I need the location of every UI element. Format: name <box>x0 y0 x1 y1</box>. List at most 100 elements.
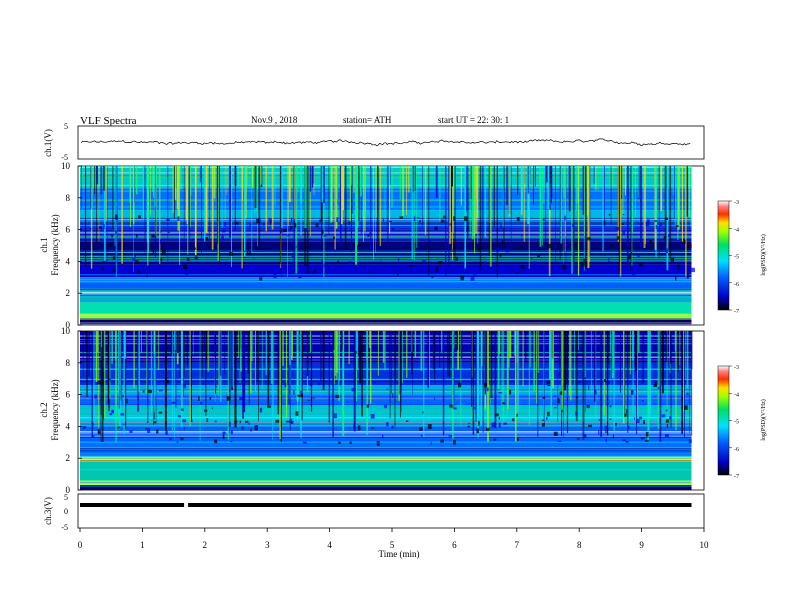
spectrogram-streak <box>187 166 189 255</box>
spectrogram-streak <box>453 166 455 208</box>
spectrogram-streak <box>211 166 214 250</box>
spectrogram-streak <box>100 166 103 195</box>
spectrogram-fleck <box>665 248 668 254</box>
ch1-waveform-frame <box>77 125 705 160</box>
spectrogram-streak <box>356 166 358 246</box>
spectrogram-streak <box>201 331 203 377</box>
spectrogram-fleck <box>204 409 208 412</box>
spectrogram-streak <box>563 166 566 199</box>
spectrogram-streak <box>332 331 334 438</box>
spectrogram-streak <box>672 166 674 196</box>
spectrogram-fleck <box>669 416 672 420</box>
spectrogram-streak <box>447 331 449 377</box>
spectrogram-line <box>80 291 692 294</box>
spectrogram-streak <box>507 331 509 410</box>
spectrogram-streak <box>353 166 355 193</box>
spectrogram-fleck <box>516 413 518 417</box>
spectrogram-fleck <box>654 220 658 222</box>
colorbar-tick-label: -5 <box>734 255 739 261</box>
spectrogram-streak <box>96 166 97 243</box>
spectrogram-fleck <box>494 413 499 417</box>
spectrogram-line <box>80 172 692 174</box>
spectrogram-fleck <box>96 223 98 225</box>
spectrogram-streak <box>147 166 149 220</box>
spectrogram-fleck <box>659 418 661 422</box>
spectrogram-streak <box>416 166 418 248</box>
spectrogram-streak <box>470 166 472 199</box>
spectrogram-streak <box>104 331 106 419</box>
spectrogram-streak <box>304 166 307 228</box>
spectrogram-streak <box>231 166 232 267</box>
spectrogram-fleck <box>214 439 218 443</box>
spectrogram-streak <box>245 166 247 219</box>
spectrogram-streak <box>632 331 635 414</box>
spectrogram-streak <box>175 331 177 409</box>
spectrogram-streak <box>590 331 593 394</box>
spectrogram-streak <box>453 166 454 233</box>
spectrogram-fleck <box>636 418 640 424</box>
spectrogram-streak <box>104 166 106 261</box>
spectrogram-streak <box>190 331 192 422</box>
spectrogram-fleck <box>516 272 519 274</box>
spectrogram-streak <box>584 166 587 269</box>
spectrogram-streak <box>595 331 597 418</box>
spectrogram-fleck <box>216 385 217 388</box>
spectrogram-fleck <box>249 251 251 254</box>
spectrogram-fleck <box>530 257 533 259</box>
spectrogram-fleck <box>598 419 603 421</box>
spectrogram-streak <box>630 166 632 272</box>
spectrogram-fleck <box>431 275 434 278</box>
spectrogram-fleck <box>382 434 384 439</box>
spectrogram-streak <box>272 331 274 440</box>
spectrogram-fleck <box>625 441 629 443</box>
spectrogram-streak <box>243 331 246 413</box>
spectrogram-fleck <box>458 382 462 388</box>
spectrogram-fleck <box>171 401 176 404</box>
spectrogram-streak <box>542 166 545 204</box>
spectrogram-streak <box>677 331 679 373</box>
spectrogram-fleck <box>245 420 249 423</box>
spectrogram-streak <box>171 331 173 433</box>
spectrogram-fleck <box>137 407 139 412</box>
spectrogram-streak <box>456 331 459 350</box>
spectrogram-streak <box>527 166 530 225</box>
spectrogram-line <box>80 435 692 437</box>
spectrogram-fleck <box>547 380 551 385</box>
spectrogram-streak <box>255 331 256 391</box>
spectrogram-streak <box>685 166 687 277</box>
spectrogram-streak <box>460 331 463 359</box>
spectrogram-fleck <box>102 261 106 263</box>
spectrogram-fleck <box>537 255 540 258</box>
spectrogram-streak <box>180 166 182 190</box>
spectrogram-streak <box>280 166 282 234</box>
spectrogram-streak <box>439 331 441 368</box>
ch3-ytick-bottom: -5 <box>61 523 68 532</box>
spectrogram-streak <box>501 331 503 406</box>
spectrogram-streak <box>186 331 189 366</box>
spectrogram-line <box>80 417 692 418</box>
spectrogram-streak <box>93 331 95 425</box>
spectrogram-streak <box>686 331 689 389</box>
spectrogram-streak <box>649 331 651 417</box>
spectrogram-fleck <box>239 268 243 270</box>
spectrogram-line <box>80 274 692 276</box>
spectrogram-streak <box>434 331 436 380</box>
spectrogram-streak <box>174 166 177 200</box>
spectrogram-fleck <box>609 405 612 408</box>
spectrogram-streak <box>517 166 519 195</box>
spectrogram-streak <box>118 331 120 409</box>
spectrogram-fleck <box>559 391 563 395</box>
spectrogram-fleck <box>419 220 421 223</box>
spectrogram-fleck <box>493 438 497 441</box>
spectrogram-band <box>80 442 692 457</box>
spectrogram-line <box>80 453 692 454</box>
spectrogram-streak <box>400 331 402 412</box>
spectrogram-fleck <box>357 244 361 247</box>
spectrogram-streak <box>135 166 138 195</box>
spectrogram-streak <box>576 166 578 204</box>
spectrogram-fleck <box>330 227 334 229</box>
spectrogram-streak <box>341 331 343 351</box>
spectrogram-streak <box>82 331 84 377</box>
spectrogram-streak <box>647 331 649 442</box>
spectrogram-streak <box>413 166 415 192</box>
